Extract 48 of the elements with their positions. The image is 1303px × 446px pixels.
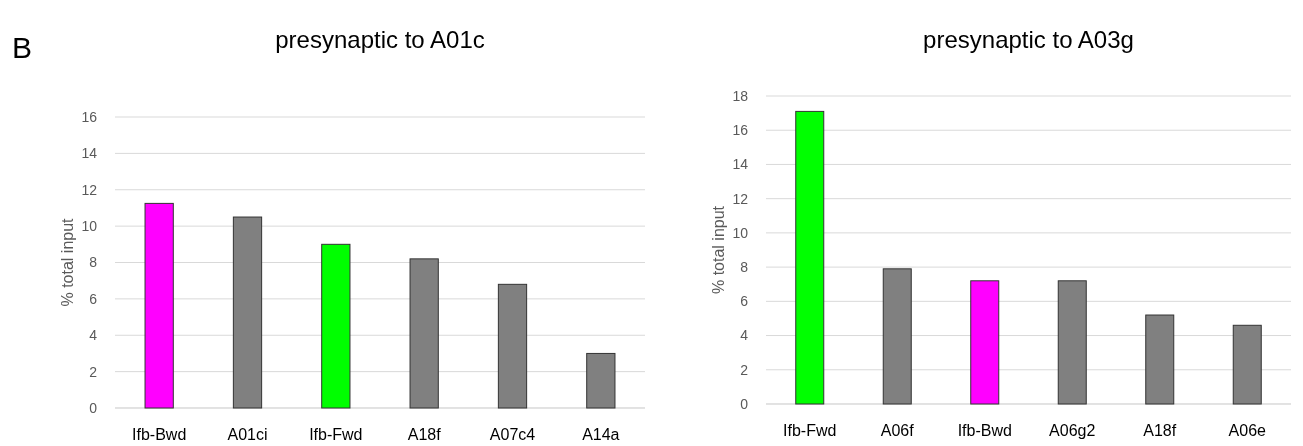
y-tick-label: 0: [89, 399, 98, 416]
y-tick-label: 4: [740, 327, 749, 344]
y-tick-label: 12: [81, 181, 98, 198]
y-tick-label: 4: [89, 327, 98, 344]
x-tick-label: A14a: [582, 426, 620, 443]
x-tick-label: A06g2: [1049, 422, 1096, 439]
bar: [970, 280, 1000, 405]
bar: [795, 110, 825, 405]
y-tick-label: 18: [732, 87, 749, 104]
y-tick-label: 2: [89, 363, 98, 380]
bar: [321, 243, 351, 409]
y-axis-title: % total input: [59, 217, 76, 307]
chart-title: presynaptic to A01c: [275, 26, 485, 53]
x-tick-label: A18f: [407, 426, 442, 443]
y-tick-label: 2: [740, 361, 749, 378]
x-tick-label: A06f: [880, 422, 915, 439]
y-tick-label: 16: [732, 122, 749, 139]
x-tick-label: Ifb-Fwd: [783, 422, 837, 439]
y-tick-label: 12: [732, 190, 749, 207]
bar: [409, 258, 439, 409]
y-tick-label: 8: [740, 259, 749, 276]
y-tick-label: 16: [81, 108, 98, 125]
bar: [1232, 324, 1262, 405]
bar: [882, 268, 912, 405]
chart-title: presynaptic to A03g: [923, 26, 1134, 53]
y-tick-label: 8: [89, 254, 98, 271]
y-tick-label: 10: [732, 224, 749, 241]
text: B: [12, 31, 33, 64]
bar: [586, 352, 616, 409]
y-tick-label: 14: [732, 156, 749, 173]
x-tick-label: A01ci: [227, 426, 268, 443]
y-tick-label: 6: [89, 290, 98, 307]
bar: [497, 283, 528, 409]
x-tick-label: A06e: [1228, 422, 1267, 439]
x-tick-label: A18f: [1143, 422, 1177, 439]
bar: [1057, 280, 1087, 405]
x-tick-label: Ifb-Fwd: [309, 426, 363, 443]
y-tick-label: 0: [740, 395, 749, 412]
y-tick-label: 6: [740, 293, 749, 310]
x-tick-label: A07c4: [489, 426, 536, 443]
y-axis-title: % total input: [710, 205, 727, 295]
bar: [1145, 314, 1175, 405]
y-tick-label: 10: [81, 218, 98, 235]
bar: [144, 202, 174, 409]
y-tick-label: 14: [81, 145, 98, 162]
x-tick-label: Ifb-Bwd: [957, 422, 1012, 439]
x-tick-label: Ifb-Bwd: [132, 426, 187, 443]
bar: [232, 216, 263, 409]
